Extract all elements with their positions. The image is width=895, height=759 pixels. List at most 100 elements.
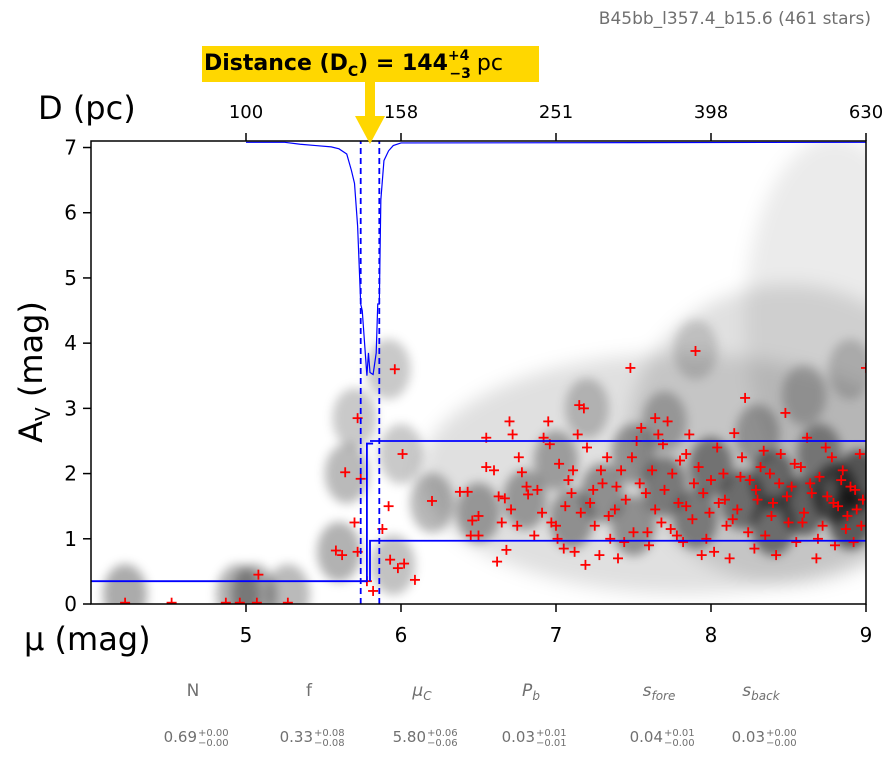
y-tick-label: 4 [64,331,77,355]
star-marker [781,491,792,502]
density-core-layer [103,319,866,604]
param-err-up: +0.06 [427,728,458,739]
star-marker [713,497,724,508]
star-marker [758,445,769,456]
star-marker [473,510,484,521]
star-marker [659,484,670,495]
density-map [103,141,866,604]
distance-arrow [355,82,385,144]
star-marker [537,507,548,518]
star-marker [684,429,695,440]
star-marker [673,497,684,508]
star-marker [594,550,605,561]
star-marker [806,488,817,499]
star-marker [397,449,408,460]
top-tick-label: 251 [539,102,573,123]
posterior-histogram [246,141,866,376]
star-marker [737,452,747,463]
star-marker [653,429,664,440]
star-marker [814,471,825,482]
star-marker [120,597,131,604]
density-blob [265,564,310,604]
star-marker [427,495,437,506]
density-blob [366,339,411,400]
x-tick-label: 5 [240,623,253,647]
y-tick-label: 0 [64,592,77,616]
star-marker [749,543,760,554]
star-marker [721,520,732,531]
x-axis-title: μ (mag) [24,620,151,658]
chart-title: B45bb_l357.4_b15.6 (461 stars) [599,9,871,29]
star-marker [611,481,622,492]
star-marker [828,497,839,508]
star-marker [392,563,403,574]
star-marker [662,416,673,427]
star-marker [681,501,692,512]
star-marker [399,558,410,569]
star-marker [811,553,822,564]
star-marker [566,488,577,499]
x-tick-label: 6 [395,623,408,647]
star-marker [681,449,692,460]
star-marker [385,554,396,565]
plot-frame [90,140,867,605]
star-marker [696,550,707,561]
star-marker [764,468,775,479]
star-marker [729,428,740,439]
distance-annotation-box [202,46,539,82]
star-marker [492,556,503,567]
param-err-up: +0.08 [314,728,345,739]
star-marker [602,452,613,463]
param-value: 0.33 [280,728,313,746]
star-marker [383,501,394,512]
star-marker [578,403,589,414]
star-marker [597,478,608,489]
star-marker [489,465,499,476]
star-marker [330,545,341,556]
star-marker [740,392,751,403]
star-marker [619,537,630,548]
param-err-down: −0.01 [536,738,567,749]
param-name: sfore [643,681,676,703]
star-marker [481,462,492,473]
star-marker [797,517,808,528]
star-marker [349,517,360,528]
star-marker [727,514,738,525]
param-err-up: +0.00 [198,728,229,739]
star-marker [650,504,661,515]
star-marker [220,597,231,604]
star-marker [750,484,761,495]
star-marker [771,550,782,561]
star-marker [780,407,791,418]
y-tick-label: 7 [64,136,77,160]
param-value: 0.04 [630,728,663,746]
star-marker [840,524,851,535]
star-marker [743,527,754,538]
top-axis-title: D (pc) [38,89,136,127]
param-name: μC [411,681,432,703]
star-marker [698,488,709,499]
star-marker [389,364,400,375]
star-marker [595,465,606,476]
star-marker [625,362,636,373]
density-blob [231,564,276,604]
star-marker [234,597,245,604]
star-marker [724,553,735,564]
star-marker [605,533,616,544]
density-blob [689,437,733,498]
density-blob [534,430,578,491]
star-marker [560,501,571,512]
density-blob [836,450,866,511]
star-marker [791,537,802,548]
star-marker [552,533,563,544]
star-marker [580,559,591,570]
star-marker [529,530,540,541]
star-marker [634,478,645,489]
star-marker [628,527,639,538]
y-tick-label: 5 [64,266,77,290]
density-blob [371,534,416,595]
star-marker [812,533,823,544]
y-tick-label: 2 [64,462,77,486]
